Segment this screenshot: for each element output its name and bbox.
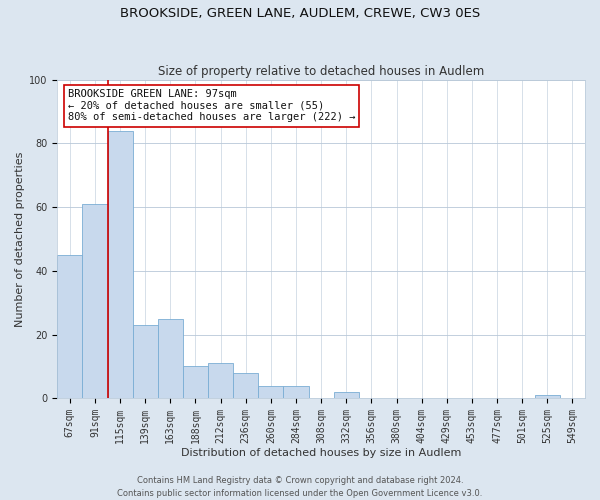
X-axis label: Distribution of detached houses by size in Audlem: Distribution of detached houses by size …: [181, 448, 461, 458]
Text: BROOKSIDE, GREEN LANE, AUDLEM, CREWE, CW3 0ES: BROOKSIDE, GREEN LANE, AUDLEM, CREWE, CW…: [120, 8, 480, 20]
Bar: [283, 386, 308, 398]
Bar: [82, 204, 107, 398]
Bar: [57, 255, 82, 398]
Text: Contains HM Land Registry data © Crown copyright and database right 2024.
Contai: Contains HM Land Registry data © Crown c…: [118, 476, 482, 498]
Bar: [535, 395, 560, 398]
Title: Size of property relative to detached houses in Audlem: Size of property relative to detached ho…: [158, 66, 484, 78]
Bar: [334, 392, 359, 398]
Bar: [233, 373, 259, 398]
Bar: [158, 318, 183, 398]
Y-axis label: Number of detached properties: Number of detached properties: [15, 152, 25, 326]
Bar: [208, 364, 233, 398]
Bar: [183, 366, 208, 398]
Bar: [107, 130, 133, 398]
Text: BROOKSIDE GREEN LANE: 97sqm
← 20% of detached houses are smaller (55)
80% of sem: BROOKSIDE GREEN LANE: 97sqm ← 20% of det…: [68, 89, 355, 122]
Bar: [133, 325, 158, 398]
Bar: [259, 386, 283, 398]
